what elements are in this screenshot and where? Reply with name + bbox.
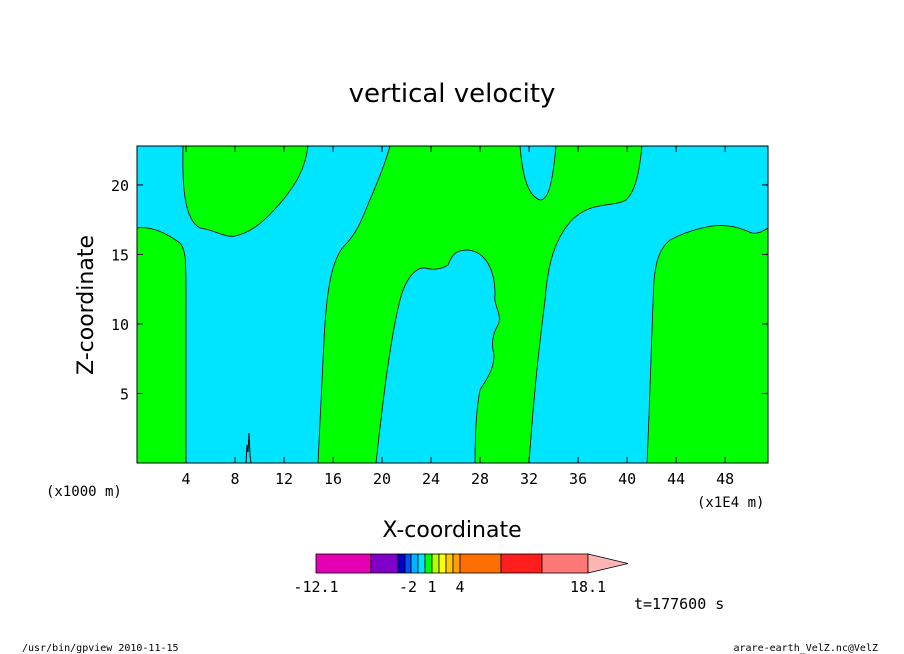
x-tick-label: 28	[471, 470, 489, 488]
colorbar-segment	[410, 553, 419, 574]
colorbar-segment	[370, 553, 399, 574]
x-tick-label: 44	[667, 470, 685, 488]
colorbar-segment	[541, 553, 589, 574]
colorbar-segment	[452, 553, 461, 574]
footer-left: /usr/bin/gpview 2010-11-15	[22, 643, 179, 654]
colorbar-segment	[459, 553, 502, 574]
x-tick-label: 32	[520, 470, 538, 488]
x-axis-label: X-coordinate	[382, 518, 521, 543]
colorbar-label: -2	[399, 578, 417, 596]
colorbar-segment	[417, 553, 426, 574]
x-tick-label: 24	[422, 470, 440, 488]
colorbar-segment	[445, 553, 454, 574]
colorbar-labels: -12.1 -2 1 4 18.1	[293, 578, 606, 596]
colorbar-segment	[424, 553, 433, 574]
colorbar-segment	[404, 553, 412, 574]
time-label: t=177600 s	[634, 595, 724, 613]
x-tick-label: 48	[716, 470, 734, 488]
y-tick-label: 10	[111, 316, 129, 334]
y-tick-label: 15	[111, 246, 129, 264]
x-tick-label: 40	[618, 470, 636, 488]
green-region-right	[646, 225, 769, 464]
chart-title: vertical velocity	[349, 79, 556, 109]
footer-right: arare-earth_VelZ.nc@VelZ	[734, 643, 879, 654]
x-tick-label: 20	[373, 470, 391, 488]
colorbar	[315, 553, 629, 574]
x-tick-label: 12	[275, 470, 293, 488]
colorbar-extension-arrow	[587, 553, 629, 574]
green-region-center	[182, 145, 643, 464]
x-tick-label: 8	[231, 470, 240, 488]
x-axis-ticks: 4 8 12 16 20 24 28 32 36 40 44 48	[181, 146, 734, 488]
colorbar-segment	[500, 553, 543, 574]
plot-frame	[136, 145, 769, 464]
x-tick-label: 4	[181, 470, 190, 488]
colorbar-label: 18.1	[570, 578, 606, 596]
y-tick-label: 20	[111, 177, 129, 195]
y-axis-label: Z-coordinate	[74, 235, 99, 375]
small-velocity-feature	[245, 432, 252, 464]
y-tick-label: 5	[120, 385, 129, 403]
colorbar-label: 1	[427, 578, 436, 596]
y-axis-ticks: 5 10 15 20	[111, 177, 768, 403]
green-region-left	[136, 227, 187, 464]
colorbar-label: -12.1	[293, 578, 338, 596]
colorbar-segment	[397, 553, 406, 574]
colorbar-segment	[315, 553, 372, 574]
x-unit-right: (x1E4 m)	[697, 495, 764, 511]
colorbar-segment	[431, 553, 440, 574]
colorbar-label: 4	[455, 578, 464, 596]
x-tick-label: 36	[569, 470, 587, 488]
colorbar-segment	[438, 553, 447, 574]
x-tick-label: 16	[324, 470, 342, 488]
x-unit-left: (x1000 m)	[46, 484, 122, 500]
